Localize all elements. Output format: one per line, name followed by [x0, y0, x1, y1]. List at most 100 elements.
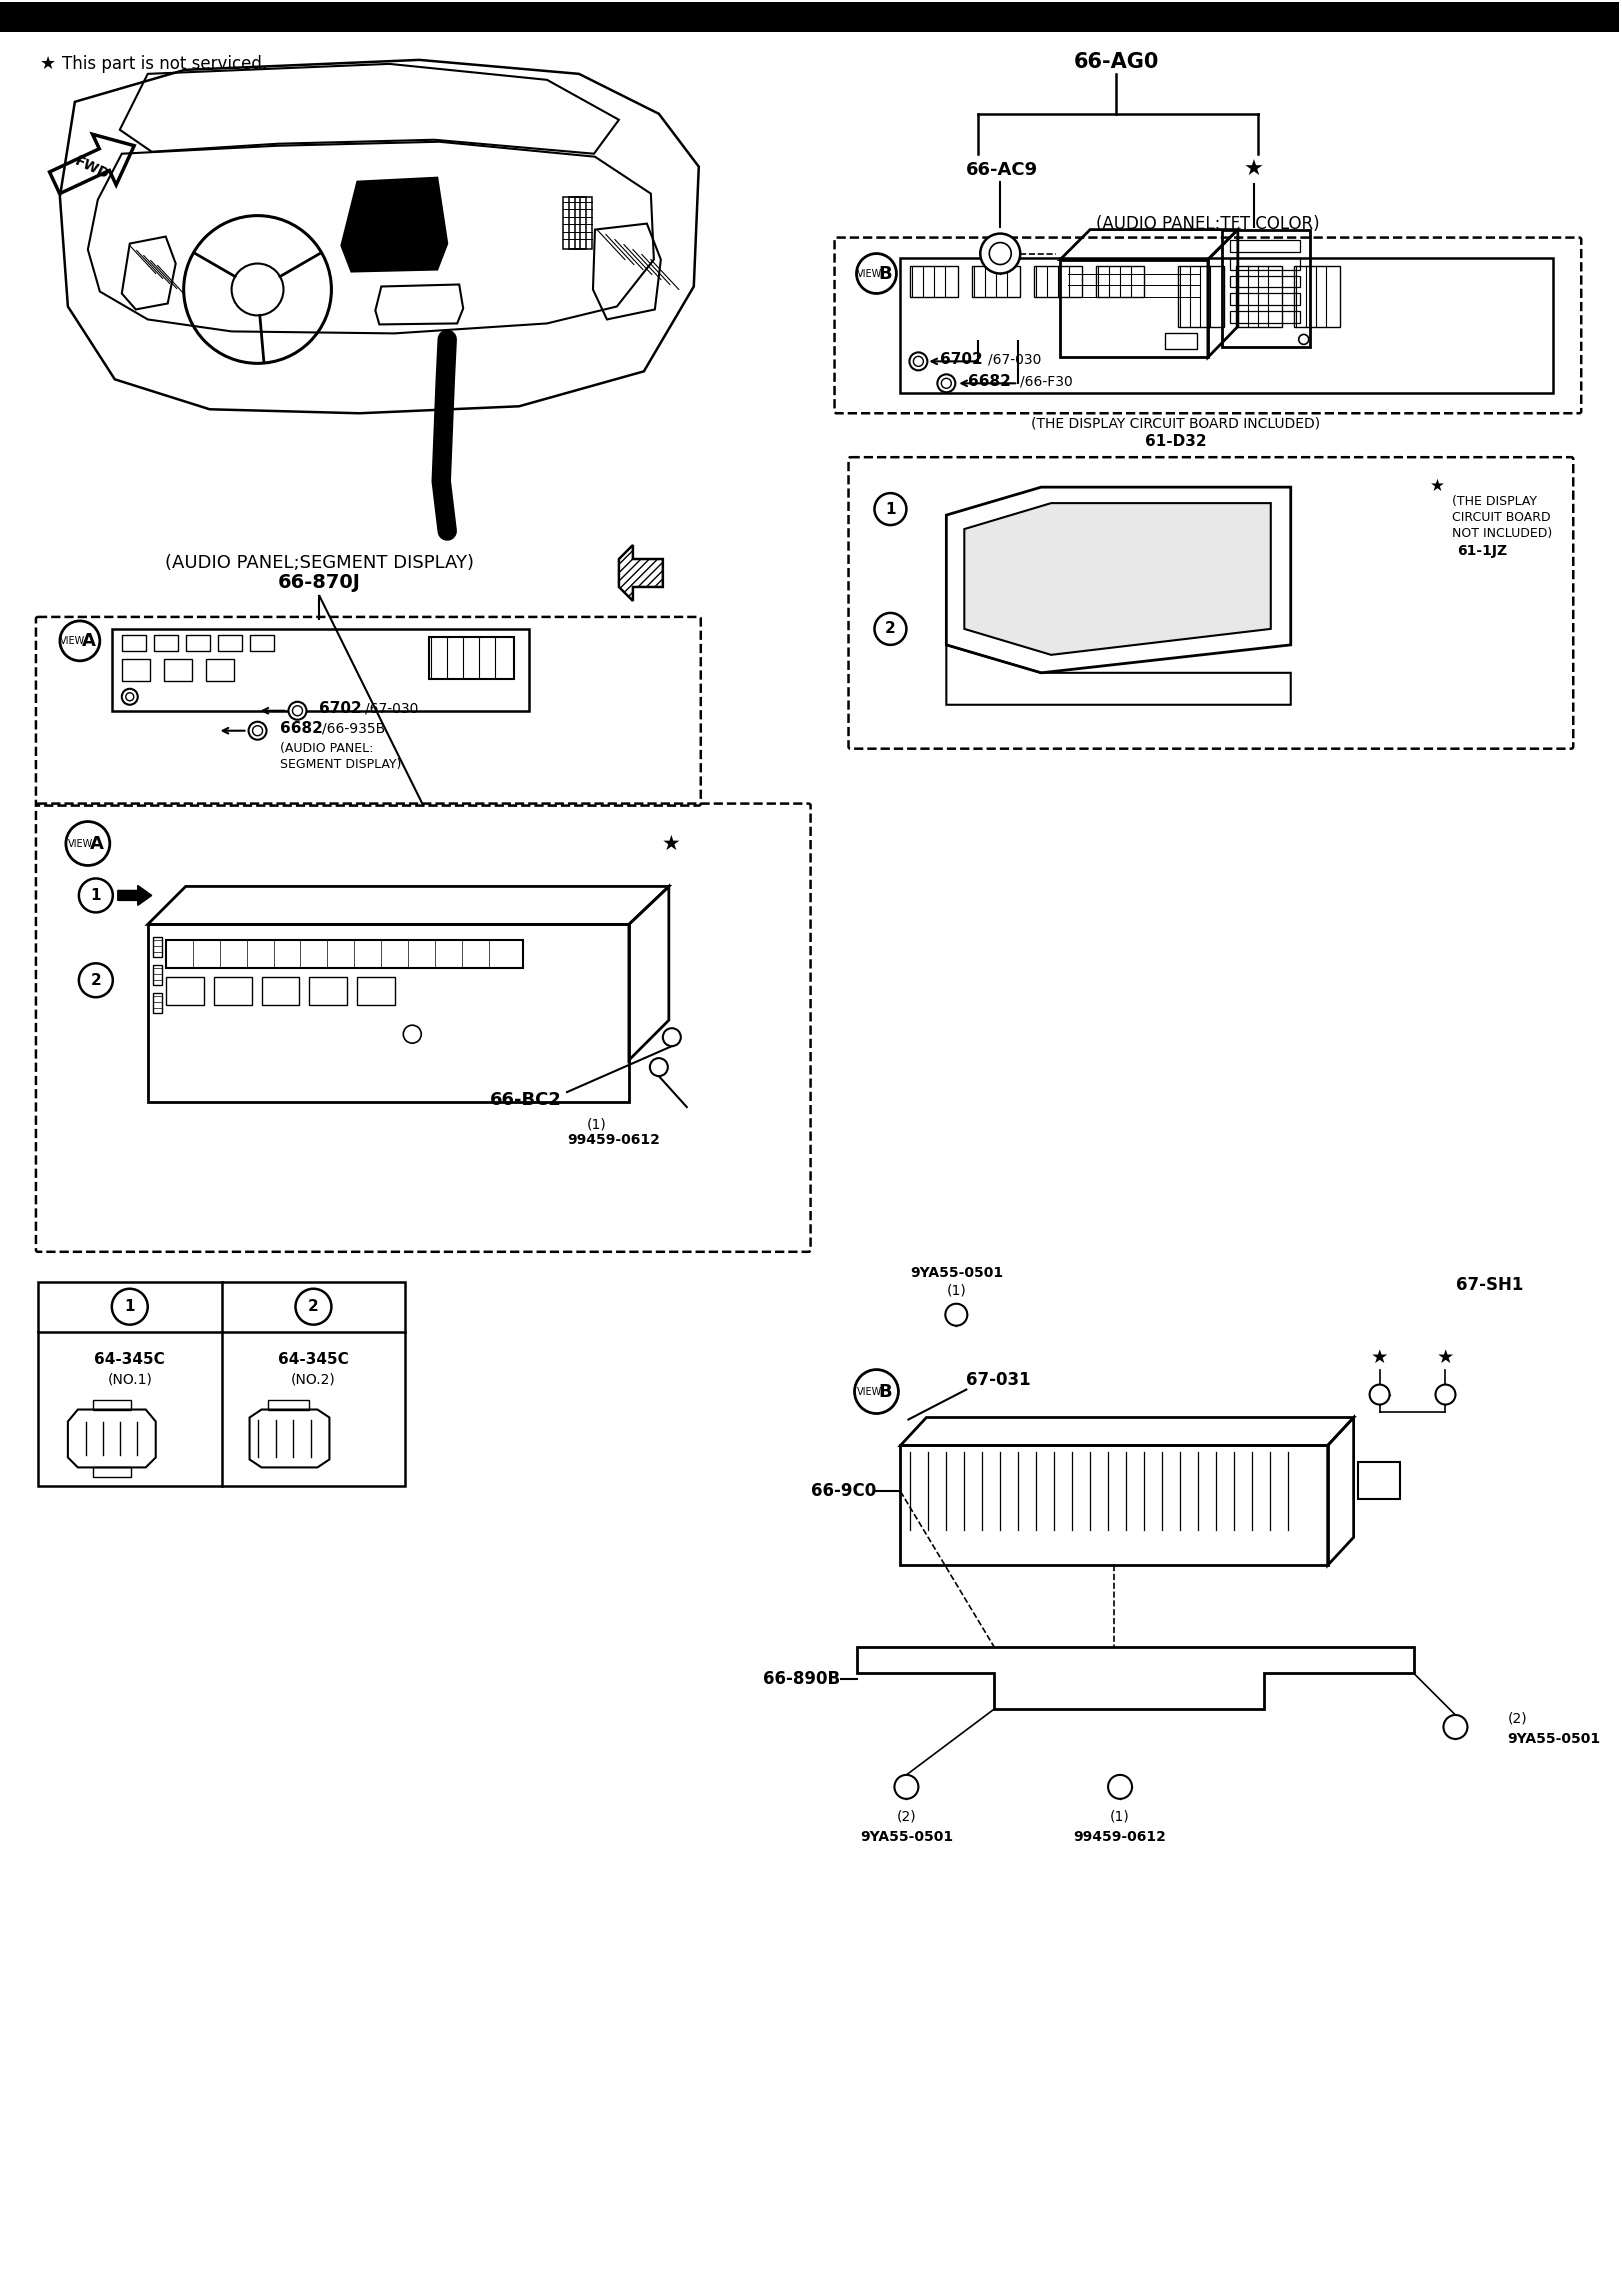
- Text: 64-345C: 64-345C: [277, 1353, 349, 1367]
- Circle shape: [248, 722, 266, 740]
- Bar: [214, 977, 251, 1005]
- Text: (1): (1): [1109, 1809, 1131, 1825]
- Bar: [1229, 312, 1299, 323]
- Bar: [1096, 267, 1144, 298]
- Bar: [250, 636, 274, 652]
- Text: (AUDIO PANEL;SEGMENT DISPLAY): (AUDIO PANEL;SEGMENT DISPLAY): [165, 554, 474, 572]
- Bar: [563, 196, 581, 248]
- Text: A: A: [89, 834, 104, 852]
- Circle shape: [292, 706, 302, 715]
- Bar: [148, 925, 629, 1103]
- Circle shape: [874, 613, 907, 645]
- Circle shape: [1369, 1385, 1390, 1406]
- Circle shape: [855, 1369, 899, 1415]
- Circle shape: [650, 1059, 668, 1075]
- Bar: [569, 196, 586, 248]
- Circle shape: [404, 1025, 422, 1043]
- Text: (THE DISPLAY CIRCUIT BOARD INCLUDED): (THE DISPLAY CIRCUIT BOARD INCLUDED): [1032, 417, 1320, 431]
- Text: 66-AG0: 66-AG0: [1074, 52, 1158, 73]
- Polygon shape: [118, 886, 152, 904]
- Circle shape: [894, 1775, 918, 1800]
- Bar: [574, 196, 592, 248]
- Text: NOT INCLUDED): NOT INCLUDED): [1452, 526, 1552, 540]
- Circle shape: [946, 1303, 967, 1326]
- Text: B: B: [879, 1383, 892, 1401]
- Text: (1): (1): [947, 1285, 967, 1298]
- Text: (AUDIO PANEL;TFT COLOR): (AUDIO PANEL;TFT COLOR): [1096, 214, 1320, 232]
- Text: 67-SH1: 67-SH1: [1455, 1276, 1523, 1294]
- Text: VIEW: VIEW: [68, 838, 94, 847]
- Circle shape: [60, 622, 101, 661]
- Circle shape: [913, 355, 923, 367]
- Circle shape: [980, 235, 1020, 273]
- Text: (NO.1): (NO.1): [107, 1374, 152, 1387]
- Text: ★: ★: [1431, 476, 1445, 494]
- Text: /67-030: /67-030: [988, 353, 1041, 367]
- Circle shape: [67, 822, 110, 866]
- Circle shape: [989, 241, 1011, 264]
- Circle shape: [289, 702, 307, 720]
- Text: 66-9C0: 66-9C0: [811, 1483, 876, 1501]
- Bar: [165, 977, 204, 1005]
- Bar: [1229, 294, 1299, 305]
- Text: 9YA55-0501: 9YA55-0501: [860, 1829, 954, 1843]
- Circle shape: [941, 378, 952, 387]
- Bar: [217, 636, 242, 652]
- Bar: [261, 977, 300, 1005]
- Text: 61-D32: 61-D32: [1145, 433, 1207, 449]
- Text: /66-F30: /66-F30: [1020, 374, 1074, 387]
- Text: 2: 2: [886, 622, 895, 636]
- Text: (THE DISPLAY: (THE DISPLAY: [1452, 494, 1538, 508]
- Bar: [910, 267, 959, 298]
- Text: ★: ★: [41, 55, 57, 73]
- Text: (AUDIO PANEL:: (AUDIO PANEL:: [279, 743, 373, 756]
- Bar: [206, 658, 234, 681]
- Text: ★: ★: [662, 834, 680, 854]
- Text: (2): (2): [1507, 1713, 1526, 1727]
- Bar: [900, 1447, 1328, 1565]
- Bar: [164, 658, 191, 681]
- Circle shape: [663, 1027, 681, 1046]
- Text: 1: 1: [125, 1298, 135, 1314]
- Circle shape: [112, 1289, 148, 1326]
- Circle shape: [122, 688, 138, 704]
- Text: 6702: 6702: [320, 702, 362, 715]
- Bar: [1221, 230, 1309, 346]
- Text: ★: ★: [1244, 159, 1264, 180]
- Text: SEGMENT DISPLAY): SEGMENT DISPLAY): [279, 759, 401, 772]
- Bar: [165, 941, 522, 968]
- Text: FWD: FWD: [73, 153, 112, 182]
- Text: 67-031: 67-031: [967, 1371, 1032, 1390]
- Bar: [92, 1399, 131, 1410]
- Bar: [0, 2, 1619, 32]
- Bar: [152, 993, 162, 1014]
- Text: (2): (2): [897, 1809, 916, 1825]
- Bar: [185, 636, 209, 652]
- Bar: [1061, 260, 1208, 358]
- Bar: [154, 636, 178, 652]
- Circle shape: [910, 353, 928, 371]
- Text: /66-935B: /66-935B: [323, 722, 386, 736]
- Bar: [1035, 267, 1082, 298]
- Text: 66-890B: 66-890B: [764, 1670, 840, 1688]
- Bar: [972, 267, 1020, 298]
- Circle shape: [1435, 1385, 1455, 1406]
- Text: 66-AC9: 66-AC9: [967, 162, 1038, 178]
- Text: ★: ★: [1371, 1349, 1388, 1367]
- Bar: [430, 638, 514, 679]
- Circle shape: [1108, 1775, 1132, 1800]
- Text: 6702: 6702: [941, 351, 983, 367]
- Bar: [112, 629, 529, 711]
- Bar: [122, 636, 146, 652]
- Text: 64-345C: 64-345C: [94, 1353, 165, 1367]
- Circle shape: [79, 964, 114, 998]
- Bar: [357, 977, 396, 1005]
- Text: This part is not serviced.: This part is not serviced.: [62, 55, 268, 73]
- Text: 66-BC2: 66-BC2: [490, 1091, 561, 1109]
- Text: 1: 1: [886, 501, 895, 517]
- Text: 6682: 6682: [968, 374, 1011, 390]
- Bar: [1229, 257, 1299, 269]
- Bar: [1165, 333, 1197, 349]
- Polygon shape: [965, 503, 1270, 654]
- Text: 9YA55-0501: 9YA55-0501: [910, 1267, 1002, 1280]
